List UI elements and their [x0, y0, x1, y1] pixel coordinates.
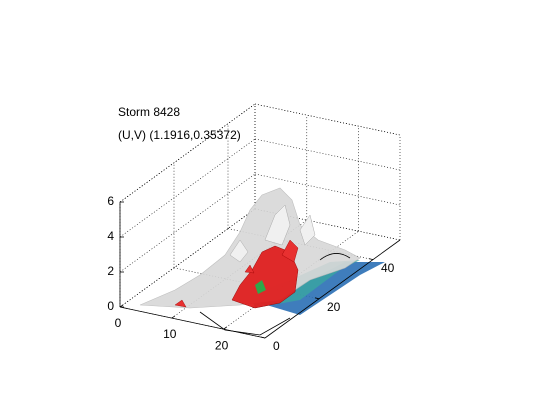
z-tick-label: 6: [107, 194, 114, 208]
grid-line: [254, 138, 401, 171]
y-axis: [264, 239, 401, 339]
axis-layer: 0 2 4 6 0 10 20 0 20 40: [107, 194, 401, 353]
grid-line: [254, 173, 401, 206]
red-isosurface: [174, 239, 299, 308]
grid-line: [223, 230, 359, 330]
y-tick-label: 0: [273, 339, 280, 353]
z-tick-label: 0: [107, 299, 114, 313]
y-tick: [260, 336, 266, 339]
grid-line: [119, 138, 256, 238]
grid-line: [119, 103, 256, 203]
z-tick-label: 4: [107, 229, 114, 243]
title-line: (U,V) (1.1916,0.35372): [118, 128, 241, 142]
x-tick: [171, 315, 176, 319]
green-isosurface: [255, 280, 266, 294]
x-tick: [223, 326, 227, 330]
x-tick-label: 20: [215, 338, 229, 352]
grid-line: [254, 103, 401, 136]
z-tick-label: 2: [107, 264, 114, 278]
grid-line: [119, 208, 256, 308]
grid-line: [119, 173, 256, 273]
y-tick: [314, 297, 320, 300]
x-axis: [119, 306, 266, 339]
x-tick-label: 10: [163, 327, 177, 341]
x-tick-label: 0: [115, 316, 122, 330]
y-tick-label: 40: [381, 261, 395, 275]
contour-line: [199, 253, 351, 336]
x-tick: [119, 304, 124, 308]
y-tick: [368, 258, 374, 260]
y-tick-label: 20: [327, 300, 341, 314]
gray-isosurface: [229, 204, 316, 263]
title-line: Storm 8428: [118, 105, 180, 119]
